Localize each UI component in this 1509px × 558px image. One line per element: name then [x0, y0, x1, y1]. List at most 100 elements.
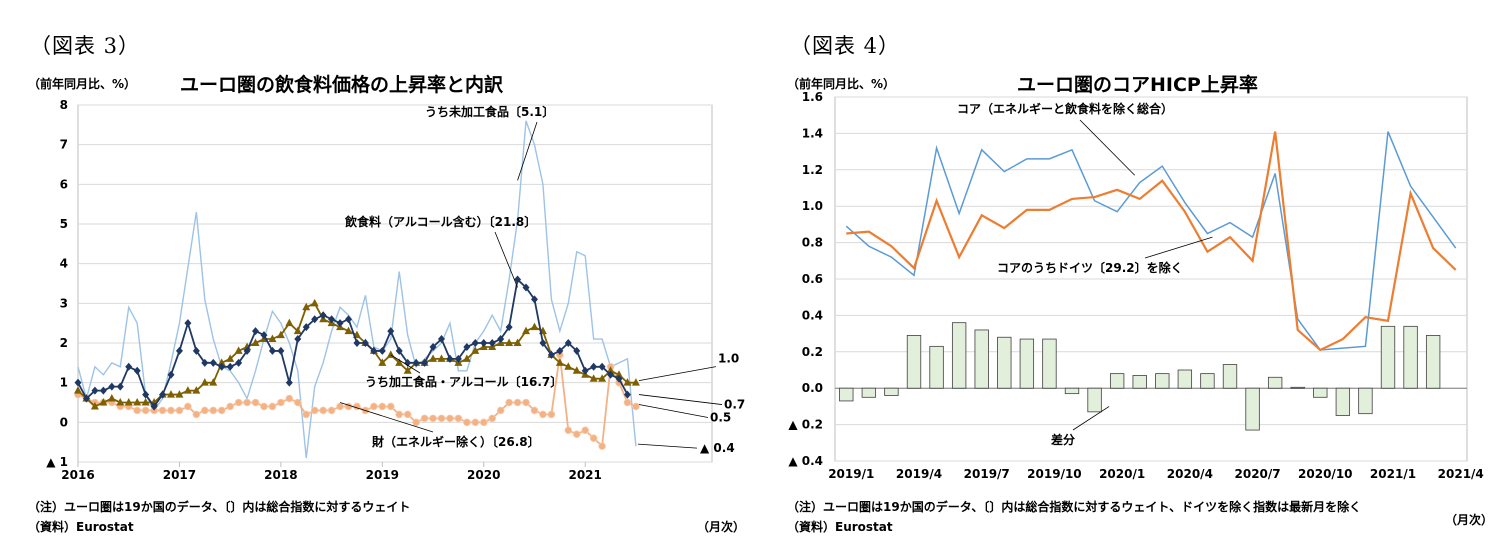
data-point: [183, 386, 192, 394]
bar: [1200, 373, 1215, 389]
data-point: [175, 406, 184, 415]
data-point: [141, 406, 150, 415]
x-tick-label: 2019: [366, 468, 399, 482]
series-label: コア（エネルギーと飲食料を除く総合）: [957, 101, 1173, 116]
data-point: [547, 410, 556, 419]
data-point: [226, 362, 234, 371]
annotation-leader: [494, 231, 518, 288]
x-tick-label: 2019/10: [1027, 467, 1081, 481]
data-point: [598, 442, 606, 450]
data-point: [175, 390, 184, 398]
data-point: [217, 406, 226, 415]
data-point: [387, 327, 395, 336]
data-point: [344, 326, 353, 335]
data-point: [235, 358, 243, 367]
y-tick-label: 0.4: [802, 308, 823, 322]
data-point: [158, 406, 167, 415]
data-point: [293, 326, 302, 335]
x-tick-label: 2019/4: [896, 467, 942, 481]
data-point: [615, 374, 623, 383]
data-point: [302, 302, 311, 311]
data-point: [336, 319, 344, 328]
data-point: [429, 342, 437, 351]
data-point: [116, 398, 125, 406]
series-label: 差分: [1050, 432, 1075, 447]
data-point: [496, 406, 505, 415]
y-tick-label: 1.2: [802, 163, 823, 177]
data-point: [522, 326, 531, 335]
end-value-label: 0.7: [724, 398, 745, 412]
figure-3-chart: ▲ 1 0 1 2 3 4 5 6 7 8 2016 2017 2018 2019 2020 2021 うち未加…: [46, 98, 745, 482]
annotation-leader: [517, 121, 538, 181]
x-tick-label: 2019/7: [964, 467, 1010, 481]
data-point: [564, 339, 572, 347]
data-point: [336, 402, 344, 411]
end-label-leader: [637, 443, 698, 449]
y-tick-label: 7: [60, 138, 68, 152]
bar: [1425, 335, 1441, 389]
bar: [951, 322, 967, 389]
data-point: [277, 346, 285, 355]
data-point: [463, 342, 471, 351]
data-point: [463, 418, 471, 427]
data-point: [429, 354, 438, 362]
data-point: [505, 398, 513, 407]
bar: [929, 345, 944, 389]
data-point: [192, 410, 201, 419]
data-point: [345, 315, 353, 324]
data-point: [547, 350, 555, 359]
y-tick-label: 4: [60, 257, 68, 271]
data-point: [514, 275, 522, 284]
data-point: [99, 386, 107, 395]
data-point: [251, 398, 260, 407]
annotation-leader: [339, 402, 434, 433]
data-point: [598, 374, 607, 382]
figure-4-x-unit: （月次）: [1445, 513, 1494, 527]
data-point: [539, 410, 547, 419]
data-point: [437, 335, 445, 344]
figure-4-note: （注）ユーロ圏は19か国のデータ、〔〕内は総合指数に対するウェイト、ドイツを除く…: [787, 500, 1362, 514]
y-tick-label: 0: [60, 415, 68, 429]
bar: [1267, 376, 1283, 389]
data-point: [234, 398, 243, 407]
data-point: [311, 315, 319, 324]
figure-3-note: （注）ユーロ圏は19か国のデータ、〔〕内は総合指数に対するウェイト: [28, 500, 411, 514]
data-point: [471, 346, 480, 354]
data-point: [378, 346, 386, 355]
data-point: [353, 339, 361, 347]
data-point: [142, 390, 150, 399]
y-tick-label: 2: [60, 336, 68, 350]
figure-4-panel: （図表 4） （前年同月比、%） ユーロ圏のコアHICP上昇率 ▲ 0.4 ▲ 0…: [755, 0, 1509, 558]
data-point: [150, 402, 158, 411]
data-point: [302, 410, 311, 419]
x-tick-label: 2020/7: [1235, 467, 1281, 481]
data-point: [319, 406, 327, 415]
x-tick-label: 2020: [467, 468, 500, 482]
data-point: [623, 390, 631, 399]
y-tick-label: 0.8: [802, 236, 823, 250]
data-point: [251, 338, 260, 346]
data-point: [555, 358, 564, 366]
data-point: [133, 406, 141, 415]
data-point: [124, 398, 133, 406]
data-point: [125, 362, 133, 371]
data-point: [91, 386, 99, 395]
data-point: [530, 322, 539, 331]
x-tick-label: 2021: [568, 468, 601, 482]
x-tick-label: 2017: [163, 468, 196, 482]
data-point: [201, 406, 209, 415]
bar: [906, 335, 922, 389]
data-point: [378, 358, 387, 366]
y-tick-label: ▲ 0.4: [788, 454, 823, 468]
data-point: [166, 390, 175, 398]
y-tick-label: ▲ 1: [46, 455, 68, 469]
data-point: [243, 398, 251, 407]
data-point: [378, 402, 387, 411]
data-point: [192, 386, 201, 394]
data-point: [395, 410, 404, 419]
data-point: [184, 319, 192, 328]
x-tick-label: 2020/4: [1167, 467, 1213, 481]
data-point: [505, 323, 513, 332]
figure-3-unit-label: （前年同月比、%）: [28, 77, 137, 91]
data-point: [479, 418, 488, 427]
